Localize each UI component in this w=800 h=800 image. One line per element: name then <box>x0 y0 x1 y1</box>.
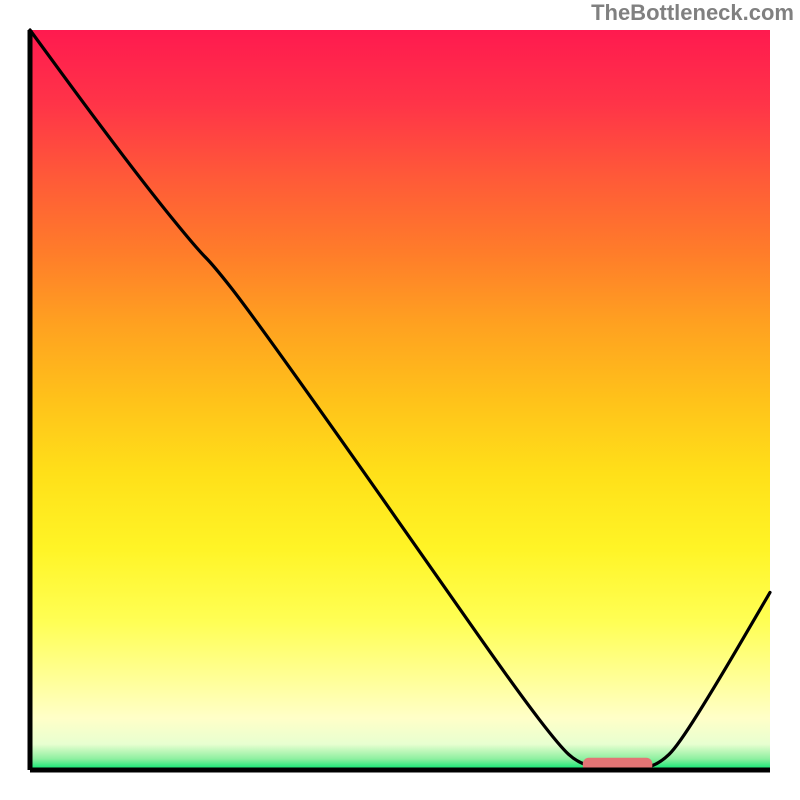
bottleneck-chart <box>0 0 800 800</box>
watermark-text: TheBottleneck.com <box>591 0 794 26</box>
chart-plot-area <box>30 30 770 770</box>
